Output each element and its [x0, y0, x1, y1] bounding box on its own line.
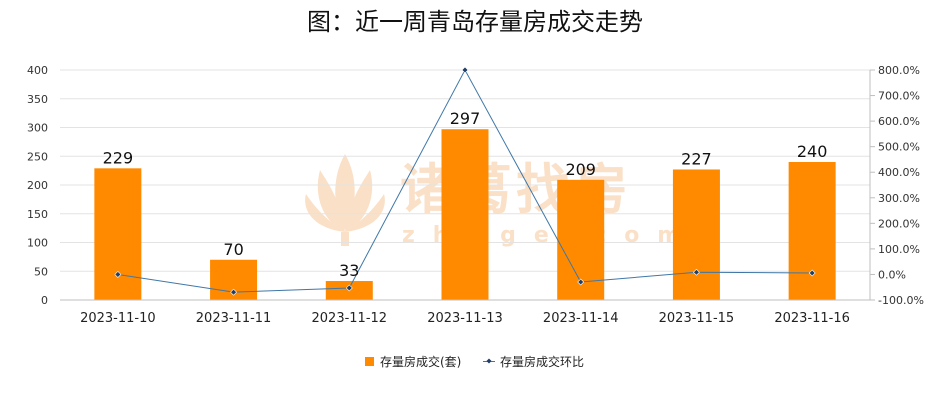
legend: 存量房成交(套) 存量房成交环比 — [365, 354, 584, 369]
line-series — [114, 66, 816, 296]
bar-data-label: 297 — [450, 109, 481, 128]
left-tick-label: 250 — [27, 150, 48, 163]
right-axis: -100.0% 0.0% 100.0% 200.0% 300.0% 400.0% 500.0… — [869, 64, 924, 307]
right-tick-label: 0.0% — [878, 268, 906, 281]
bar-data-label: 70 — [223, 240, 243, 259]
left-axis: 0 50 100 150 200 250 300 350 400 — [27, 64, 48, 307]
x-axis: 2023-11-10 2023-11-11 2023-11-12 2023-11-13… — [60, 299, 870, 326]
legend-line-label: 存量房成交环比 — [500, 354, 584, 369]
line-point — [345, 284, 353, 292]
bar — [788, 162, 836, 300]
legend-line-marker-icon — [486, 358, 492, 364]
line-point — [114, 271, 122, 278]
lotus-logo-icon — [305, 154, 385, 246]
legend-bar-label: 存量房成交(套) — [380, 354, 461, 369]
right-tick-label: 200.0% — [878, 217, 920, 230]
bar-data-label: 209 — [565, 160, 596, 179]
right-tick-label: 300.0% — [878, 192, 920, 205]
legend-bar-swatch — [365, 357, 374, 366]
x-tick-label: 2023-11-10 — [80, 311, 156, 326]
x-tick-label: 2023-11-16 — [774, 311, 850, 326]
chart-title: 图：近一周青岛存量房成交走势 — [307, 8, 643, 36]
left-tick-label: 50 — [34, 265, 48, 278]
left-tick-label: 150 — [27, 208, 48, 221]
bar — [672, 169, 720, 300]
left-tick-label: 0 — [41, 294, 48, 307]
right-tick-label: -100.0% — [878, 294, 924, 307]
left-tick-label: 100 — [27, 237, 48, 250]
right-tick-label: 400.0% — [878, 166, 920, 179]
line-point — [230, 288, 237, 296]
bar — [94, 168, 142, 300]
bar-data-label: 240 — [797, 142, 828, 161]
watermark-logo: 诸葛找房 zhuge.com — [305, 154, 680, 248]
right-tick-label: 800.0% — [878, 64, 920, 77]
bar-series — [94, 129, 836, 300]
line-point — [577, 278, 585, 286]
left-tick-label: 300 — [27, 122, 48, 135]
data-labels: 229 70 33 297 209 227 240 — [103, 109, 828, 280]
x-tick-label: 2023-11-14 — [543, 311, 619, 326]
bar-data-label: 227 — [681, 149, 712, 168]
bar — [441, 129, 489, 300]
left-tick-label: 200 — [27, 179, 48, 192]
bar-data-label: 229 — [103, 148, 134, 167]
left-tick-label: 400 — [27, 64, 48, 77]
line-point — [693, 268, 700, 276]
right-tick-label: 600.0% — [878, 115, 920, 128]
x-tick-label: 2023-11-11 — [196, 311, 272, 326]
line-point — [461, 66, 469, 74]
right-tick-label: 100.0% — [878, 243, 920, 256]
x-tick-label: 2023-11-13 — [427, 311, 503, 326]
left-tick-label: 350 — [27, 93, 48, 106]
right-tick-label: 500.0% — [878, 141, 920, 154]
right-tick-label: 700.0% — [878, 90, 920, 103]
x-tick-label: 2023-11-15 — [659, 311, 735, 326]
x-tick-label: 2023-11-12 — [312, 311, 388, 326]
bar-data-label: 33 — [339, 261, 359, 280]
line-point — [808, 269, 816, 277]
